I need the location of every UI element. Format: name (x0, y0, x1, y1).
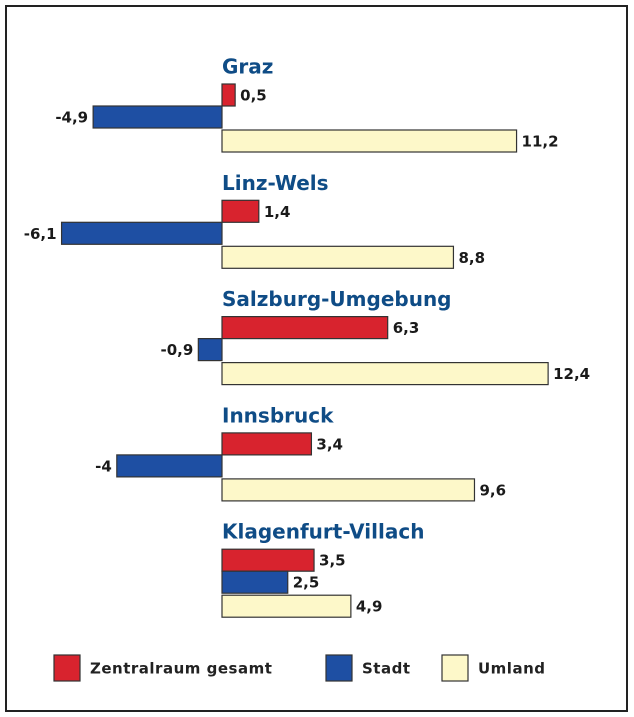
value-label: 0,5 (240, 87, 267, 105)
value-label: 6,3 (393, 319, 420, 337)
legend-swatch (53, 654, 81, 682)
value-label: 3,5 (319, 552, 346, 570)
bar (221, 245, 455, 269)
value-label: 2,5 (293, 574, 320, 592)
bar (92, 105, 223, 129)
value-label: -4,9 (55, 109, 88, 127)
legend-label: Zentralraum gesamt (90, 660, 272, 678)
value-label: 1,4 (264, 203, 291, 221)
bar (221, 83, 236, 107)
group-title: Klagenfurt-Villach (222, 520, 424, 544)
group-title: Innsbruck (222, 403, 334, 427)
legend-label: Stadt (362, 660, 411, 678)
value-label: 12,4 (553, 365, 590, 383)
value-label: -6,1 (24, 225, 57, 243)
value-label: 11,2 (522, 133, 559, 151)
legend-swatch (441, 654, 469, 682)
bar (221, 199, 260, 223)
value-label: -4 (95, 457, 112, 475)
value-label: -0,9 (161, 341, 194, 359)
bar (221, 362, 549, 386)
bar (221, 548, 315, 572)
bar (221, 594, 352, 618)
group-title: Linz-Wels (222, 171, 329, 195)
group-title: Salzburg-Umgebung (222, 287, 452, 311)
group-title: Graz (222, 55, 273, 79)
value-label: 9,6 (479, 481, 506, 499)
bar (116, 454, 223, 478)
bar (221, 432, 313, 456)
bar (221, 129, 518, 153)
bar (221, 570, 289, 594)
value-label: 4,9 (356, 598, 383, 616)
bar (221, 316, 389, 340)
legend-swatch (325, 654, 353, 682)
value-label: 8,8 (458, 249, 485, 267)
bar (221, 478, 476, 502)
bar (197, 338, 223, 362)
value-label: 3,4 (316, 435, 343, 453)
legend-label: Umland (478, 660, 546, 678)
bar (60, 221, 223, 245)
